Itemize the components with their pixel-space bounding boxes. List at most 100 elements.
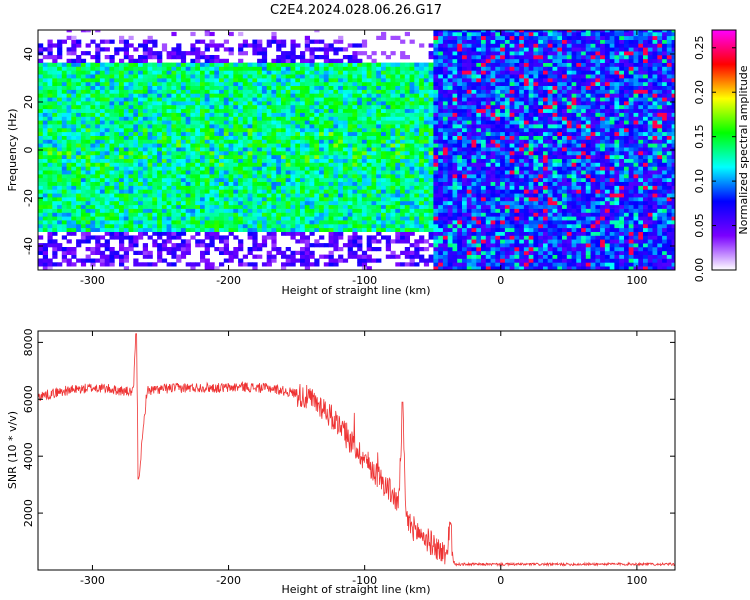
heatmap-cell — [161, 204, 168, 209]
heatmap-cell — [190, 127, 196, 133]
heatmap-cell — [152, 208, 158, 213]
heatmap-cell — [347, 247, 353, 252]
heatmap-cell — [104, 212, 110, 217]
heatmap-cell — [476, 35, 482, 40]
heatmap-cell — [214, 112, 220, 117]
heatmap-cell — [457, 78, 463, 83]
heatmap-cell — [357, 89, 363, 94]
heatmap-cell — [333, 212, 339, 217]
heatmap-cell — [404, 254, 410, 259]
heatmap-cell — [190, 177, 196, 182]
heatmap-cell — [166, 108, 172, 113]
heatmap-cell — [157, 162, 163, 167]
heatmap-cell — [404, 85, 410, 90]
heatmap-cell — [428, 124, 434, 129]
heatmap-cell — [119, 254, 125, 259]
heatmap-cell — [266, 227, 272, 232]
heatmap-cell — [147, 262, 153, 267]
heatmap-cell — [333, 189, 339, 194]
heatmap-cell — [133, 74, 139, 79]
heatmap-cell — [71, 200, 77, 206]
heatmap-cell — [409, 127, 415, 133]
heatmap-cell — [385, 139, 391, 144]
heatmap-cell — [71, 104, 77, 110]
heatmap-cell — [290, 93, 296, 98]
heatmap-cell — [209, 135, 215, 140]
heatmap-cell — [147, 97, 153, 102]
heatmap-cell — [119, 154, 125, 159]
heatmap-cell — [80, 70, 87, 75]
heatmap-cell — [204, 124, 210, 129]
heatmap-cell — [128, 66, 134, 71]
heatmap-cell — [428, 208, 434, 213]
heatmap-cell — [252, 151, 258, 156]
heatmap-cell — [333, 120, 339, 125]
heatmap-cell — [328, 124, 334, 129]
heatmap-cell — [257, 70, 263, 75]
heatmap-cell — [290, 89, 296, 94]
heatmap-cell — [161, 101, 168, 106]
heatmap-cell — [290, 101, 296, 106]
heatmap-cell — [271, 212, 277, 217]
heatmap-cell — [76, 166, 82, 171]
heatmap-cell — [238, 135, 244, 140]
heatmap-cell — [281, 174, 287, 179]
heatmap-cell — [295, 116, 301, 121]
heatmap-cell — [247, 89, 253, 94]
heatmap-cell — [347, 185, 353, 190]
heatmap-cell — [99, 101, 106, 106]
heatmap-cell — [180, 89, 187, 94]
heatmap-cell — [457, 89, 463, 94]
heatmap-cell — [471, 124, 477, 129]
heatmap-cell — [166, 51, 172, 56]
heatmap-cell — [371, 127, 377, 133]
heatmap-cell — [185, 78, 191, 83]
heatmap-cell — [271, 154, 277, 159]
heatmap-cell — [204, 104, 210, 110]
heatmap-cell — [214, 212, 220, 217]
heatmap-cell — [204, 131, 210, 136]
heatmap-cell — [323, 62, 329, 67]
heatmap-cell — [290, 216, 296, 221]
heatmap-cell — [428, 101, 434, 106]
heatmap-cell — [338, 85, 344, 90]
heatmap-cell — [438, 212, 444, 217]
heatmap-cell — [338, 162, 344, 167]
heatmap-cell — [409, 166, 415, 171]
heatmap-cell — [195, 108, 201, 113]
heatmap-cell — [76, 55, 82, 60]
heatmap-cell — [314, 185, 320, 190]
heatmap-cell — [61, 93, 67, 98]
heatmap-cell — [76, 243, 82, 248]
heatmap-cell — [238, 239, 244, 244]
heatmap-cell — [471, 55, 477, 60]
heatmap-cell — [61, 204, 67, 209]
heatmap-cell — [190, 93, 196, 98]
heatmap-cell — [309, 151, 315, 156]
heatmap-cell — [433, 74, 439, 79]
heatmap-cell — [452, 81, 458, 86]
heatmap-cell — [428, 139, 434, 144]
heatmap-cell — [147, 112, 153, 117]
heatmap-cell — [366, 93, 372, 98]
heatmap-cell — [476, 254, 482, 259]
heatmap-cell — [123, 166, 129, 171]
heatmap-cell — [352, 93, 358, 98]
heatmap-cell — [400, 66, 406, 71]
heatmap-cell — [52, 131, 58, 136]
heatmap-cell — [133, 212, 139, 217]
heatmap-cell — [85, 66, 91, 71]
heatmap-cell — [304, 197, 310, 202]
heatmap-cell — [357, 254, 363, 259]
heatmap-cell — [466, 231, 472, 236]
heatmap-cell — [433, 204, 439, 209]
heatmap-cell — [223, 151, 229, 156]
heatmap-cell — [271, 116, 277, 121]
heatmap-cell — [238, 223, 244, 229]
heatmap-cell — [281, 220, 287, 225]
heatmap-cell — [228, 112, 234, 117]
heatmap-cell — [328, 254, 334, 259]
heatmap-cell — [247, 247, 253, 252]
heatmap-cell — [176, 193, 182, 198]
heatmap-cell — [457, 31, 463, 37]
